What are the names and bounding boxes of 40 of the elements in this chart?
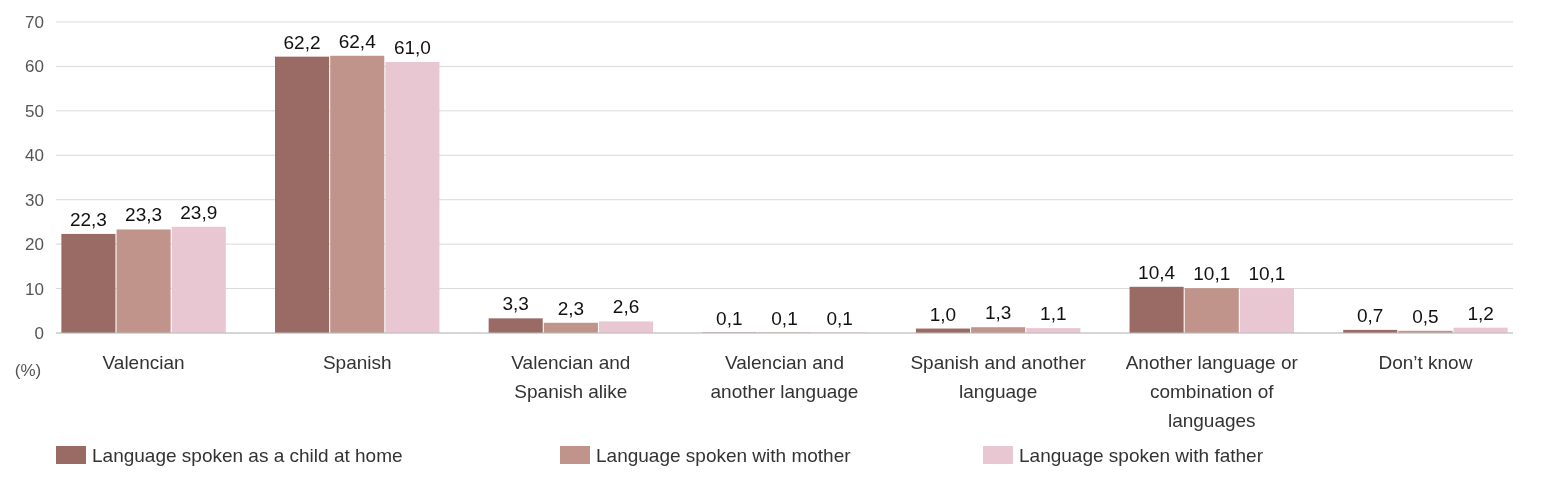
data-label: 10,1 — [1193, 263, 1231, 285]
data-label: 61,0 — [393, 36, 431, 58]
y-tick-label: 10 — [25, 279, 44, 299]
data-label: 1,2 — [1467, 302, 1494, 324]
data-label: 10,1 — [1248, 263, 1286, 285]
legend-label: Language spoken with mother — [596, 444, 852, 466]
x-tick-label: Valencian — [102, 352, 185, 373]
y-axis-title: (%) — [14, 361, 42, 380]
x-tick-label: Valencian and Spanish alike — [511, 352, 631, 402]
data-label: 0,7 — [1357, 304, 1384, 326]
y-tick-label: 50 — [25, 101, 44, 121]
data-label: 22,3 — [69, 208, 107, 230]
data-label: 0,1 — [716, 307, 743, 329]
data-label: 0,1 — [771, 307, 798, 329]
legend-label: Language spoken with father — [1019, 444, 1264, 466]
y-tick-label: 60 — [25, 57, 44, 77]
y-tick-label: 30 — [25, 190, 44, 210]
data-label: 1,3 — [984, 302, 1012, 324]
data-label: 2,3 — [557, 297, 585, 319]
legend-label: Language spoken as a child at home — [92, 444, 403, 466]
data-label: 3,3 — [502, 293, 529, 315]
data-label: 2,6 — [612, 296, 640, 318]
x-tick-label: Another language or combination of languages — [1125, 352, 1299, 431]
data-label: 10,4 — [1138, 261, 1176, 283]
data-label: 1,0 — [929, 303, 957, 325]
data-label: 62,4 — [338, 30, 377, 52]
data-label: 0,5 — [1412, 305, 1439, 327]
y-tick-label: 40 — [25, 146, 44, 166]
y-tick-label: 20 — [25, 235, 44, 255]
data-label: 1,1 — [1040, 303, 1067, 325]
data-label: 23,3 — [125, 204, 163, 226]
data-label: 0,1 — [826, 307, 853, 329]
x-tick-label: Spanish and another language — [910, 352, 1087, 402]
data-label: 23,9 — [180, 201, 218, 223]
y-tick-label: 70 — [25, 12, 44, 32]
y-tick-label: 0 — [34, 323, 44, 343]
x-tick-label: Valencian and another language — [710, 352, 859, 402]
x-tick-label: Spanish — [322, 352, 392, 373]
x-tick-label: Don’t know — [1378, 352, 1473, 373]
data-label: 62,2 — [283, 31, 321, 53]
